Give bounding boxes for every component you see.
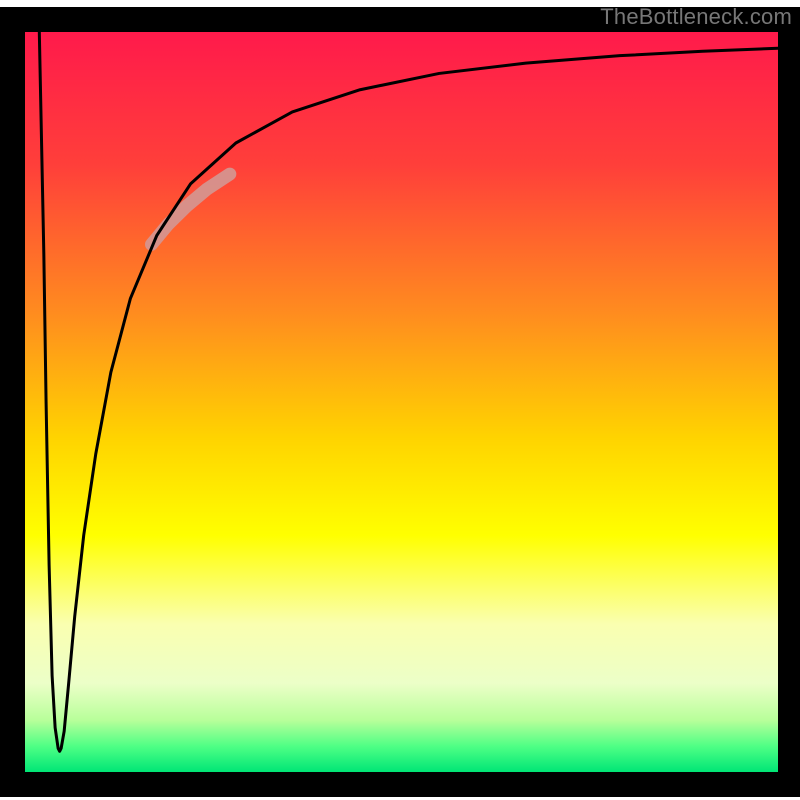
watermark-text: TheBottleneck.com (600, 4, 792, 30)
bottleneck-chart: TheBottleneck.com (0, 0, 800, 800)
chart-svg (0, 0, 800, 800)
plot-background (25, 32, 778, 772)
